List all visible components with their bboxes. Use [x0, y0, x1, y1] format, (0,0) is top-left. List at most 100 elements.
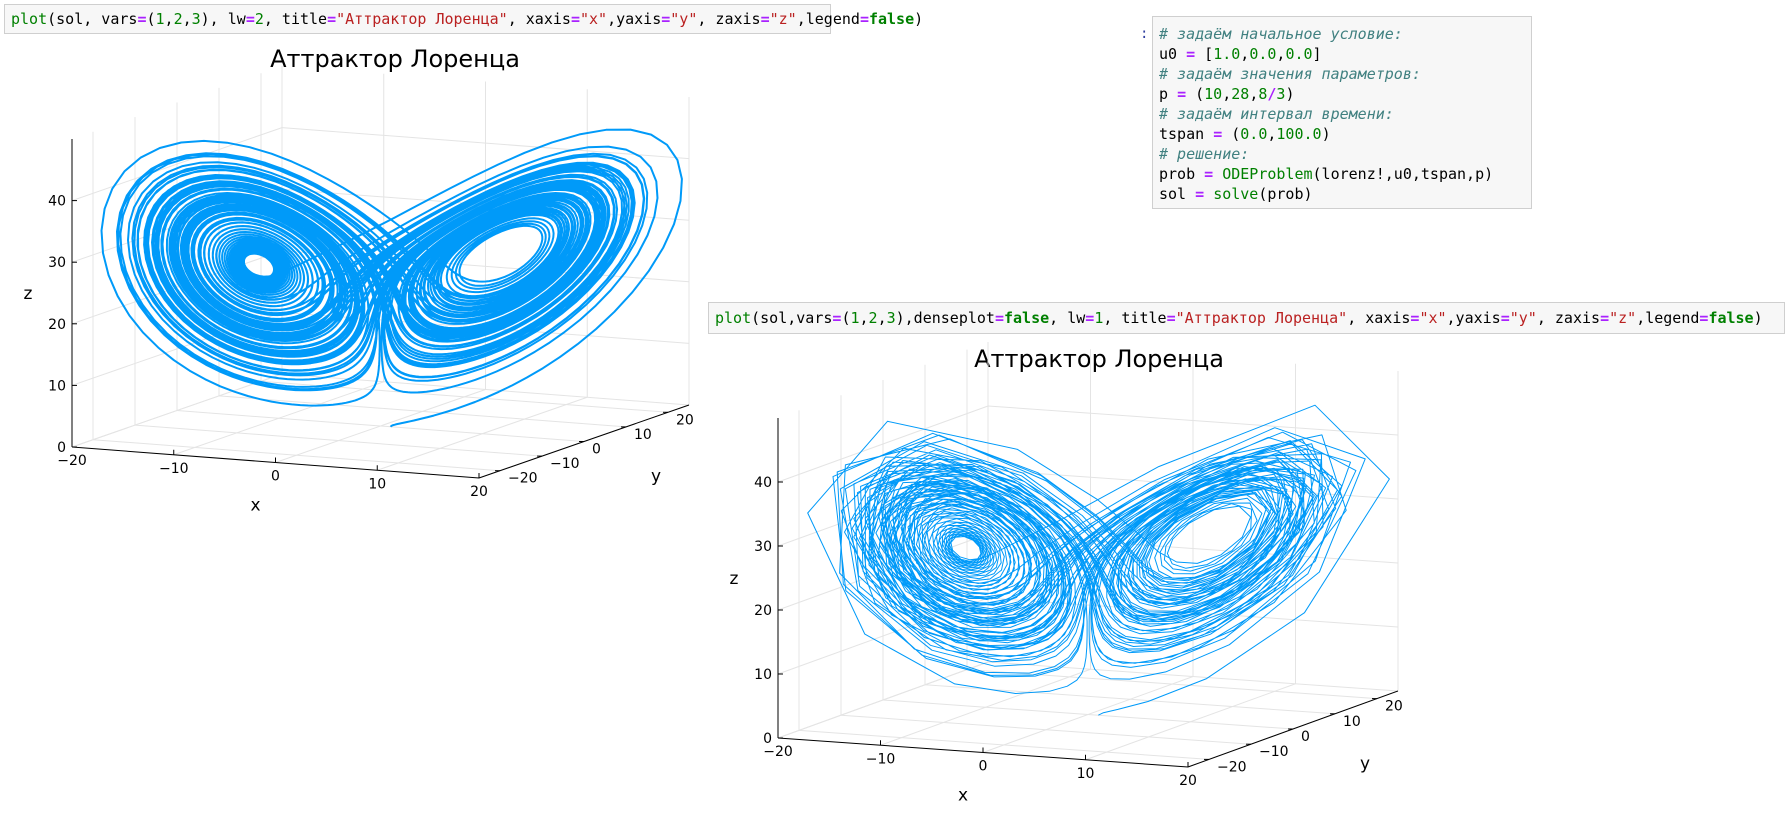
code-lines: # задаём начальное условие: u0 = [1.0,0.0… — [1159, 24, 1525, 204]
code-token: 0.0 — [1285, 45, 1313, 63]
code-token: "y" — [670, 10, 698, 28]
code-token: u0 — [1159, 45, 1187, 63]
code-token: ( — [1222, 125, 1241, 143]
z-tick-label: 30 — [754, 539, 772, 555]
x-tick-label: 0 — [271, 469, 280, 485]
code-token: "z" — [769, 10, 797, 28]
code-line: # решение: — [1159, 144, 1525, 164]
code-line: sol = solve(prob) — [1159, 184, 1525, 204]
x-tick-label: 20 — [470, 484, 488, 500]
code-line: # задаём начальное условие: — [1159, 24, 1525, 44]
y-tick-label: 0 — [1301, 729, 1310, 745]
y-tick-label: −20 — [1217, 759, 1247, 775]
grid-line — [987, 661, 1399, 692]
y-tick-label: 20 — [1385, 699, 1403, 715]
code-token: (lorenz!,u0,tspan,p) — [1312, 165, 1494, 183]
code-token: ) — [1753, 309, 1763, 327]
code-token: 2 — [173, 10, 183, 28]
lorenz-plot-sparse-svg: Аттрактор Лоренца −20 −10 0 10 20 −20 −10 0 10 20 0… — [730, 342, 1403, 806]
code-token: "x" — [1419, 309, 1447, 327]
code-token: sol — [1159, 185, 1196, 203]
x-tick-label: −10 — [866, 751, 896, 767]
x-axis-label: x — [958, 786, 968, 806]
code-token: "x" — [579, 10, 608, 28]
code-token: , title — [1103, 309, 1167, 327]
code-token: ( — [1186, 85, 1205, 103]
code-token: = — [1085, 309, 1095, 327]
code-token: = — [994, 309, 1004, 327]
code-token: solve — [1213, 185, 1259, 203]
code-token: = — [1204, 165, 1214, 183]
code-token: 1.0 — [1213, 45, 1241, 63]
code-token: plot — [11, 10, 48, 28]
grid-line — [134, 424, 543, 457]
z-tick-label: 20 — [754, 603, 772, 619]
y-tick-label: 10 — [1343, 714, 1361, 730]
code-token: = — [859, 10, 869, 28]
code-token: 28 — [1231, 85, 1250, 103]
code-token: , — [877, 309, 887, 327]
code-line: prob = ODEProblem(lorenz!,u0,tspan,p) — [1159, 164, 1525, 184]
code-line: plot(sol,vars=(1,2,3),denseplot=false, l… — [715, 308, 1778, 328]
code-line: u0 = [1.0,0.0,0.0] — [1159, 44, 1525, 64]
grid-line — [92, 439, 501, 472]
code-token: p — [1159, 85, 1178, 103]
grid-line — [987, 533, 1399, 564]
code-token: = — [1213, 125, 1223, 143]
lorenz-trajectory — [807, 404, 1390, 716]
x-tick-label: −20 — [57, 453, 87, 469]
code-token: # решение: — [1159, 145, 1250, 163]
code-line: p = (10,28,8/3) — [1159, 84, 1525, 104]
code-token: = — [1500, 309, 1510, 327]
y-tick-label: −20 — [508, 471, 538, 487]
code-token: , — [1249, 85, 1259, 103]
y-tick-label: 10 — [634, 427, 652, 443]
code-token: = — [1699, 309, 1709, 327]
code-token: 1 — [155, 10, 165, 28]
grid-line — [840, 714, 1252, 745]
code-token — [1204, 185, 1213, 203]
code-token: / — [1267, 85, 1277, 103]
code-token: (prob) — [1258, 185, 1313, 203]
code-token: # задаём начальное условие: — [1159, 25, 1403, 43]
code-token: , — [164, 10, 174, 28]
code-token: tspan — [1159, 125, 1214, 143]
code-token: = — [1410, 309, 1420, 327]
grid-line — [882, 699, 1294, 730]
code-token: 0.0 — [1240, 125, 1268, 143]
code-token: 10 — [1204, 85, 1223, 103]
grid-line — [777, 661, 989, 739]
z-tick-label: 40 — [48, 194, 66, 210]
code-token: ,yaxis — [607, 10, 662, 28]
code-cell-setup[interactable]: # задаём начальное условие: u0 = [1.0,0.0… — [1152, 16, 1532, 209]
grid-line — [281, 127, 690, 160]
code-token: 1 — [1094, 309, 1104, 327]
code-token: # задаём интервал времени: — [1159, 105, 1394, 123]
x-tick-label: 10 — [1077, 766, 1095, 782]
y-tick-label: 0 — [592, 442, 601, 458]
code-cell-plot-sparse[interactable]: plot(sol,vars=(1,2,3),denseplot=false, l… — [708, 302, 1785, 334]
code-token: = — [137, 10, 147, 28]
z-tick-label: 20 — [48, 317, 66, 333]
code-token: "y" — [1509, 309, 1537, 327]
z-tick-label: 0 — [57, 440, 66, 456]
code-token: 1 — [850, 309, 860, 327]
code-token: = — [661, 10, 671, 28]
z-tick-label: 10 — [48, 378, 66, 394]
code-token: = — [1600, 309, 1610, 327]
y-axis-label: y — [1360, 754, 1370, 774]
code-token: = — [570, 10, 580, 28]
code-cell-plot-dense[interactable]: plot(sol, vars=(1,2,3), lw=2, title="Атт… — [4, 4, 923, 34]
code-token: prob — [1159, 165, 1205, 183]
code-token: = — [245, 10, 255, 28]
code-token: ] — [1312, 45, 1322, 63]
z-tick-label: 0 — [763, 731, 772, 747]
code-token: ,yaxis — [1446, 309, 1501, 327]
code-token: = — [327, 10, 337, 28]
z-axis-label: z — [24, 284, 33, 304]
code-token: "z" — [1609, 309, 1637, 327]
code-token: ) — [1321, 125, 1331, 143]
code-line: # задаём значения параметров: — [1159, 64, 1525, 84]
code-token: = — [832, 309, 842, 327]
code-token: , zaxis — [697, 10, 761, 28]
